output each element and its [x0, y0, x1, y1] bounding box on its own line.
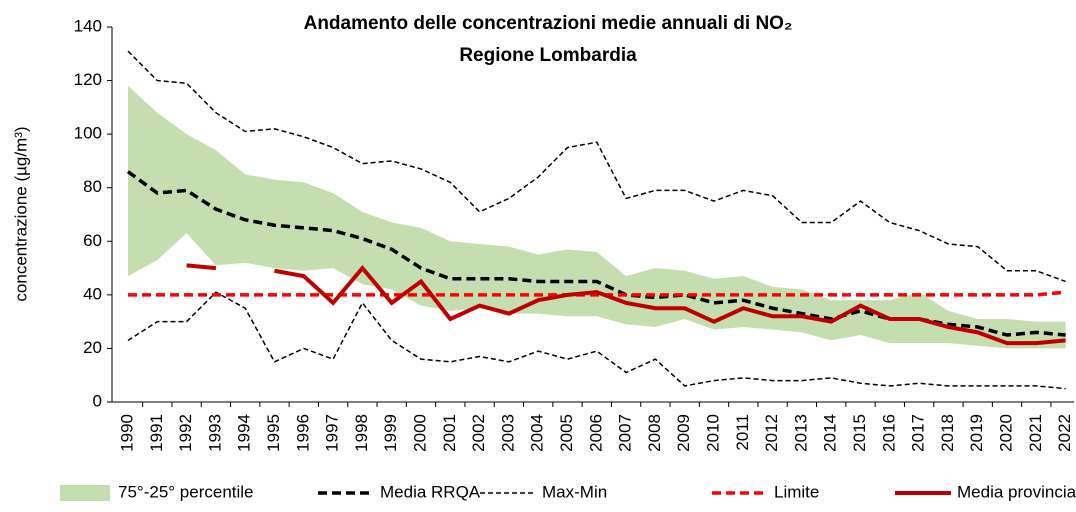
y-tick-label: 80 [83, 177, 102, 196]
x-tick-label: 2001 [440, 414, 459, 452]
legend-label: Limite [774, 482, 819, 501]
x-tick-label: 2008 [645, 414, 664, 452]
x-tick-label: 2000 [410, 414, 429, 452]
y-tick-label: 0 [93, 391, 102, 410]
x-tick-label: 2016 [879, 414, 898, 452]
x-tick-label: 1990 [117, 414, 136, 452]
x-tick-label: 2019 [967, 414, 986, 452]
x-tick-label: 2012 [762, 414, 781, 452]
chart-title: Andamento delle concentrazioni medie ann… [304, 13, 793, 34]
x-tick-label: 1993 [205, 414, 224, 452]
x-tick-label: 2014 [821, 414, 840, 452]
y-tick-label: 20 [83, 338, 102, 357]
percentile-band [128, 85, 1066, 349]
legend-label: 75°-25° percentile [118, 482, 254, 501]
x-tick-label: 2020 [996, 414, 1015, 452]
x-tick-label: 1998 [352, 414, 371, 452]
y-tick-label: 100 [74, 124, 102, 143]
x-tick-label: 2003 [498, 414, 517, 452]
legend-label: Media provinciale [957, 482, 1076, 501]
x-tick-label: 1992 [176, 414, 195, 452]
x-tick-label: 2018 [938, 414, 957, 452]
legend-label: Media RRQA [380, 482, 481, 501]
x-tick-label: 2017 [909, 414, 928, 452]
y-tick-label: 40 [83, 284, 102, 303]
series-line [186, 263, 1066, 346]
x-tick-label: 1991 [147, 414, 166, 452]
x-tick-label: 2013 [791, 414, 810, 452]
x-tick-label: 2010 [703, 414, 722, 452]
series-line [127, 50, 1066, 283]
x-tick-label: 2002 [469, 414, 488, 452]
series-line [127, 291, 1066, 390]
x-tick-label: 2006 [586, 414, 605, 452]
x-tick-label: 1996 [293, 414, 312, 452]
x-tick-label: 1994 [235, 414, 254, 452]
chart-subtitle: Regione Lombardia [459, 45, 637, 66]
x-tick-label: 2005 [557, 414, 576, 452]
series-line [128, 290, 1066, 297]
y-tick-label: 60 [83, 231, 102, 250]
x-tick-label: 2009 [674, 414, 693, 452]
x-tick-label: 1999 [381, 414, 400, 452]
x-tick-label: 2022 [1055, 414, 1074, 452]
x-tick-label: 2021 [1026, 414, 1045, 452]
x-tick-label: 2007 [616, 414, 635, 452]
x-tick-label: 1995 [264, 414, 283, 452]
legend-swatch [60, 485, 110, 501]
y-tick-label: 140 [74, 16, 102, 35]
x-tick-label: 2004 [528, 414, 547, 452]
x-tick-label: 2011 [733, 414, 752, 451]
x-tick-label: 1997 [323, 414, 342, 452]
legend-label: Max-Min [542, 482, 607, 501]
y-tick-label: 120 [74, 70, 102, 89]
y-axis-label: concentrazione (µg/m³) [11, 126, 30, 301]
x-tick-label: 2015 [850, 414, 869, 452]
